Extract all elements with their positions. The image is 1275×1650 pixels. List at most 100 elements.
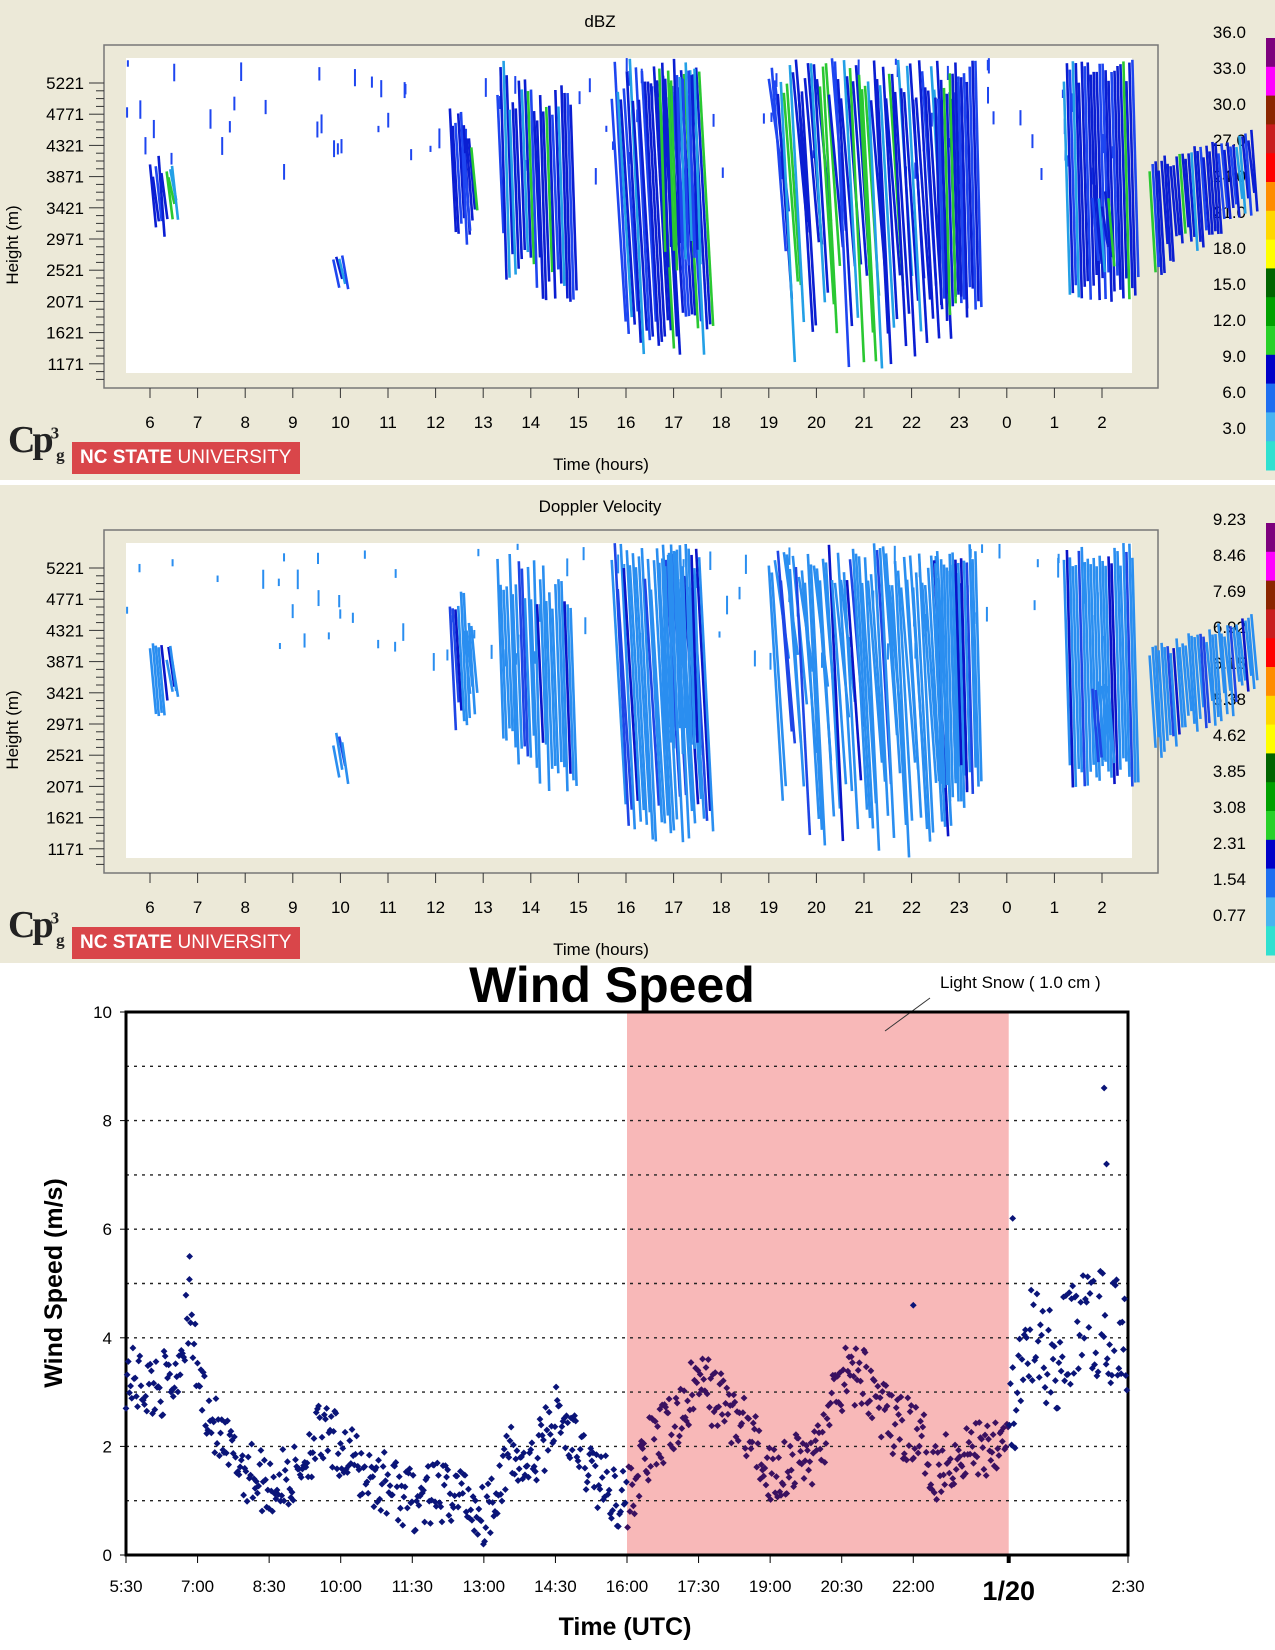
data-point [491, 1508, 499, 1515]
data-point [1072, 1292, 1080, 1300]
echo-streak [1184, 645, 1193, 712]
data-point [243, 1497, 251, 1505]
echo-streak [619, 99, 637, 325]
echo-speck [477, 548, 480, 557]
echo-streak [1238, 135, 1247, 214]
data-point [542, 1403, 550, 1411]
colorbar-segment [1266, 551, 1275, 582]
echo-streak [678, 76, 688, 260]
echo-streak [842, 60, 860, 318]
echo-streak [1199, 146, 1208, 231]
echo-streak [165, 659, 174, 692]
x-tick-label: 16:00 [606, 1577, 649, 1596]
data-point [575, 1463, 583, 1471]
data-point [260, 1456, 268, 1464]
data-point [400, 1493, 408, 1501]
data-point [157, 1398, 164, 1405]
data-point [302, 1463, 310, 1471]
echo-streak [1094, 184, 1103, 264]
echo-streak [170, 165, 180, 220]
x-tick-label: 13 [474, 413, 493, 432]
colorbar-label: 7.69 [1213, 582, 1246, 601]
data-point [1054, 1404, 1062, 1412]
echo-streak [167, 646, 176, 687]
echo-speck [533, 651, 536, 664]
colorbar-label: 18.0 [1213, 239, 1246, 258]
echo-speck [594, 168, 597, 185]
data-point [353, 1432, 361, 1440]
data-point [614, 1523, 622, 1530]
data-point [594, 1504, 602, 1512]
data-point [1100, 1084, 1108, 1092]
data-point [427, 1520, 434, 1527]
echo-streak [923, 584, 941, 782]
data-point [1020, 1331, 1028, 1339]
data-point [1009, 1214, 1017, 1222]
echo-streak [514, 108, 524, 260]
echo-streak [1217, 623, 1226, 694]
colorbar-label: 12.0 [1213, 311, 1246, 330]
y-tick-label: 1621 [46, 809, 84, 828]
data-point [169, 1393, 177, 1400]
data-point [1024, 1360, 1032, 1368]
data-point [1106, 1341, 1113, 1349]
data-point [937, 1488, 945, 1496]
data-point [576, 1445, 584, 1453]
echo-streak [974, 60, 983, 308]
data-point [446, 1490, 454, 1498]
data-point [623, 1478, 630, 1486]
echo-streak [893, 561, 911, 858]
echo-streak [1250, 614, 1259, 681]
echo-streak [1122, 61, 1131, 300]
echo-streak [1160, 642, 1169, 741]
data-point [570, 1416, 577, 1424]
echo-streak [1065, 63, 1075, 294]
echo-speck [338, 595, 341, 608]
data-point [314, 1405, 321, 1413]
echo-streak [875, 79, 893, 365]
echo-streak [945, 567, 955, 798]
x-tick-label: 15 [569, 898, 588, 917]
echo-streak [1074, 564, 1084, 773]
data-point [399, 1521, 407, 1529]
echo-streak [866, 580, 884, 763]
echo-streak [1247, 140, 1256, 194]
echo-streak [836, 552, 854, 792]
echo-streak [1166, 646, 1175, 737]
data-point [1034, 1337, 1042, 1345]
echo-streak [866, 81, 884, 369]
echo-streak [496, 558, 505, 739]
echo-streak [154, 645, 164, 714]
echo-streak [151, 643, 161, 717]
data-point [1090, 1277, 1097, 1285]
data-point [451, 1492, 459, 1500]
colorbar-label: 36.0 [1213, 23, 1246, 42]
echo-streak [818, 86, 836, 305]
colorbar-segment [1266, 753, 1275, 783]
data-point [861, 1349, 869, 1356]
echo-streak [1202, 157, 1211, 235]
echo-streak [532, 560, 542, 784]
echo-streak [863, 557, 881, 851]
echo-streak [800, 91, 818, 326]
echo-streak [821, 66, 839, 334]
echo-streak [890, 73, 908, 347]
data-point [454, 1503, 462, 1511]
echo-streak [1181, 153, 1190, 228]
data-point [254, 1489, 261, 1497]
x-tick-label: 19:00 [749, 1577, 792, 1596]
data-point [335, 1472, 343, 1480]
data-point [323, 1405, 331, 1412]
x-tick-label: 17 [664, 413, 683, 432]
echo-streak [625, 550, 643, 822]
data-point [188, 1311, 196, 1319]
echo-streak [557, 579, 566, 768]
data-point [241, 1464, 249, 1472]
echo-streak [517, 80, 527, 251]
echo-streak [505, 75, 514, 255]
colorbar-segment [1266, 38, 1275, 68]
echo-streak [1091, 688, 1100, 763]
echo-streak [148, 648, 158, 715]
data-point [828, 1389, 836, 1397]
data-point [423, 1474, 431, 1481]
